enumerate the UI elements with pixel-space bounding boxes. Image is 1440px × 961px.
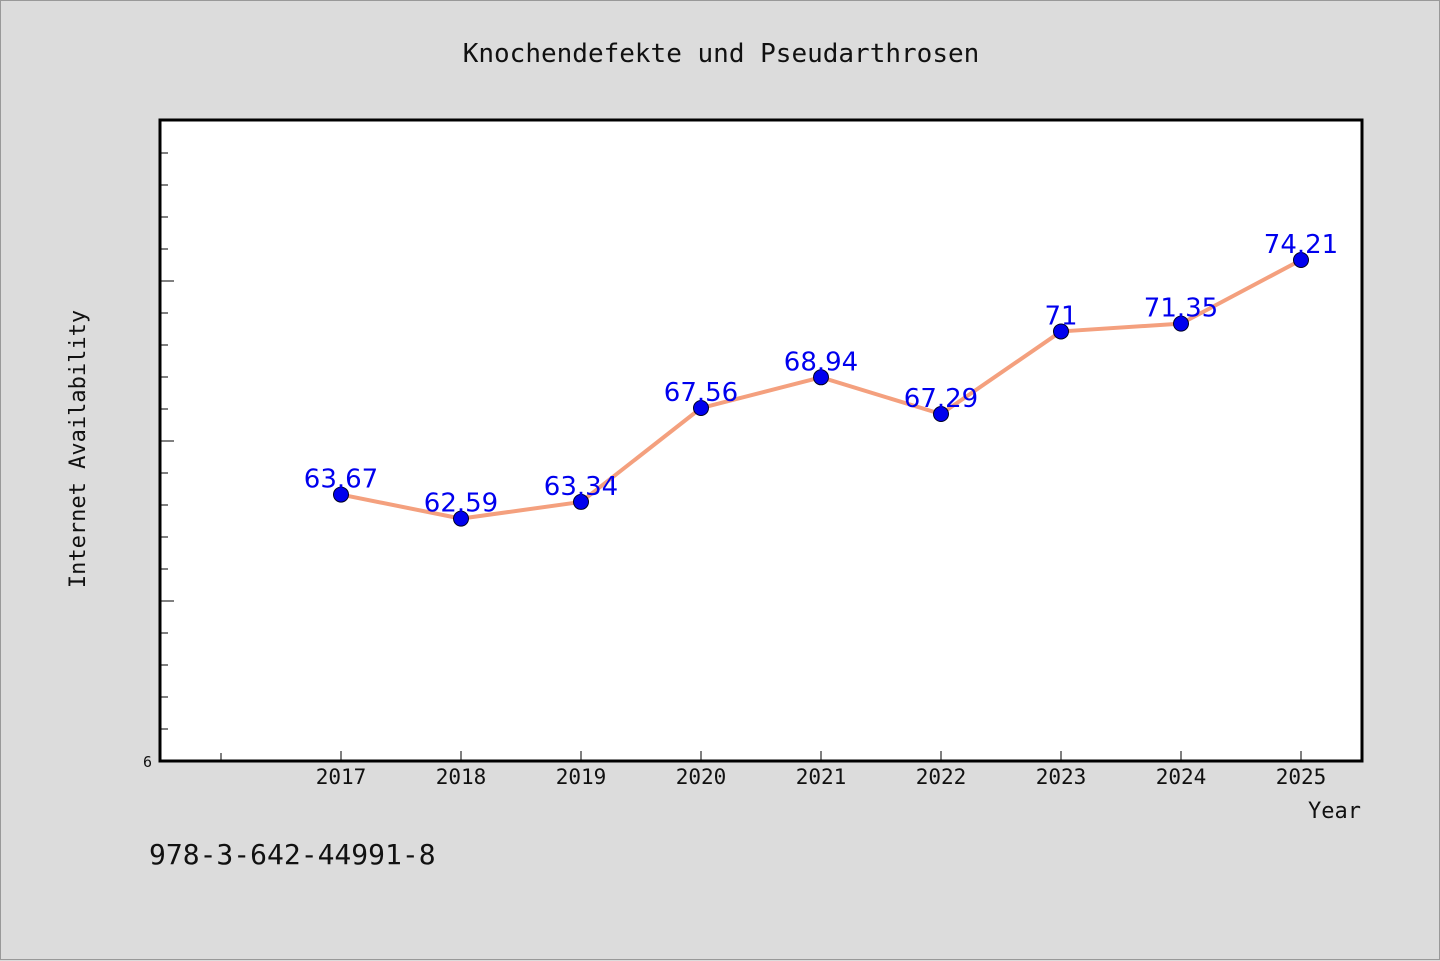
- data-point-marker: [333, 486, 349, 503]
- x-tick-label: 2025: [1276, 765, 1327, 789]
- x-tick-label: 2022: [916, 765, 967, 789]
- data-point-marker: [813, 369, 829, 386]
- data-point-marker: [453, 510, 469, 527]
- x-tick-label: 2017: [316, 765, 367, 789]
- data-label: 71: [1044, 301, 1077, 331]
- x-tick-label: 2020: [676, 765, 727, 789]
- chart-title: Knochendefekte und Pseudarthrosen: [463, 39, 980, 69]
- data-point-marker: [1053, 323, 1069, 340]
- x-tick-label: 2019: [556, 765, 607, 789]
- x-tick-label: 2023: [1036, 765, 1087, 789]
- x-tick-labels: 2017 2018 2019 2020 2021 2022 2023 2024 2025: [316, 765, 1327, 789]
- x-axis-ticks: [220, 751, 1302, 761]
- data-point-marker: [1293, 251, 1309, 268]
- footer-isbn: 978-3-642-44991-8: [149, 838, 436, 871]
- data-label: 71.35: [1144, 294, 1218, 324]
- data-label: 74.21: [1264, 230, 1338, 260]
- data-point-marker: [933, 406, 949, 423]
- data-label: 63.34: [544, 472, 618, 502]
- data-label: 63.67: [304, 465, 378, 495]
- x-tick-label: 2021: [796, 765, 847, 789]
- x-tick-label: 2018: [436, 765, 487, 789]
- data-label: 62.59: [424, 489, 498, 519]
- data-point-marker: [573, 493, 589, 510]
- plot-area: [158, 118, 1364, 763]
- data-point-marker: [1173, 315, 1189, 332]
- x-tick-label: 2024: [1156, 765, 1207, 789]
- data-labels: 63.67 62.59 63.34 67.56 68.94 67.29 71 71.35 74.…: [304, 230, 1338, 519]
- data-label: 67.29: [904, 384, 978, 414]
- data-point-marker: [693, 400, 709, 417]
- data-label: 68.94: [784, 347, 858, 377]
- y-axis-ticks: [160, 152, 174, 730]
- y-tick-label: 6: [143, 753, 152, 771]
- series-markers: [333, 251, 1309, 527]
- y-axis-label: Internet Availability: [66, 310, 91, 588]
- x-axis-label: Year: [1308, 799, 1361, 824]
- data-label: 67.56: [664, 378, 738, 408]
